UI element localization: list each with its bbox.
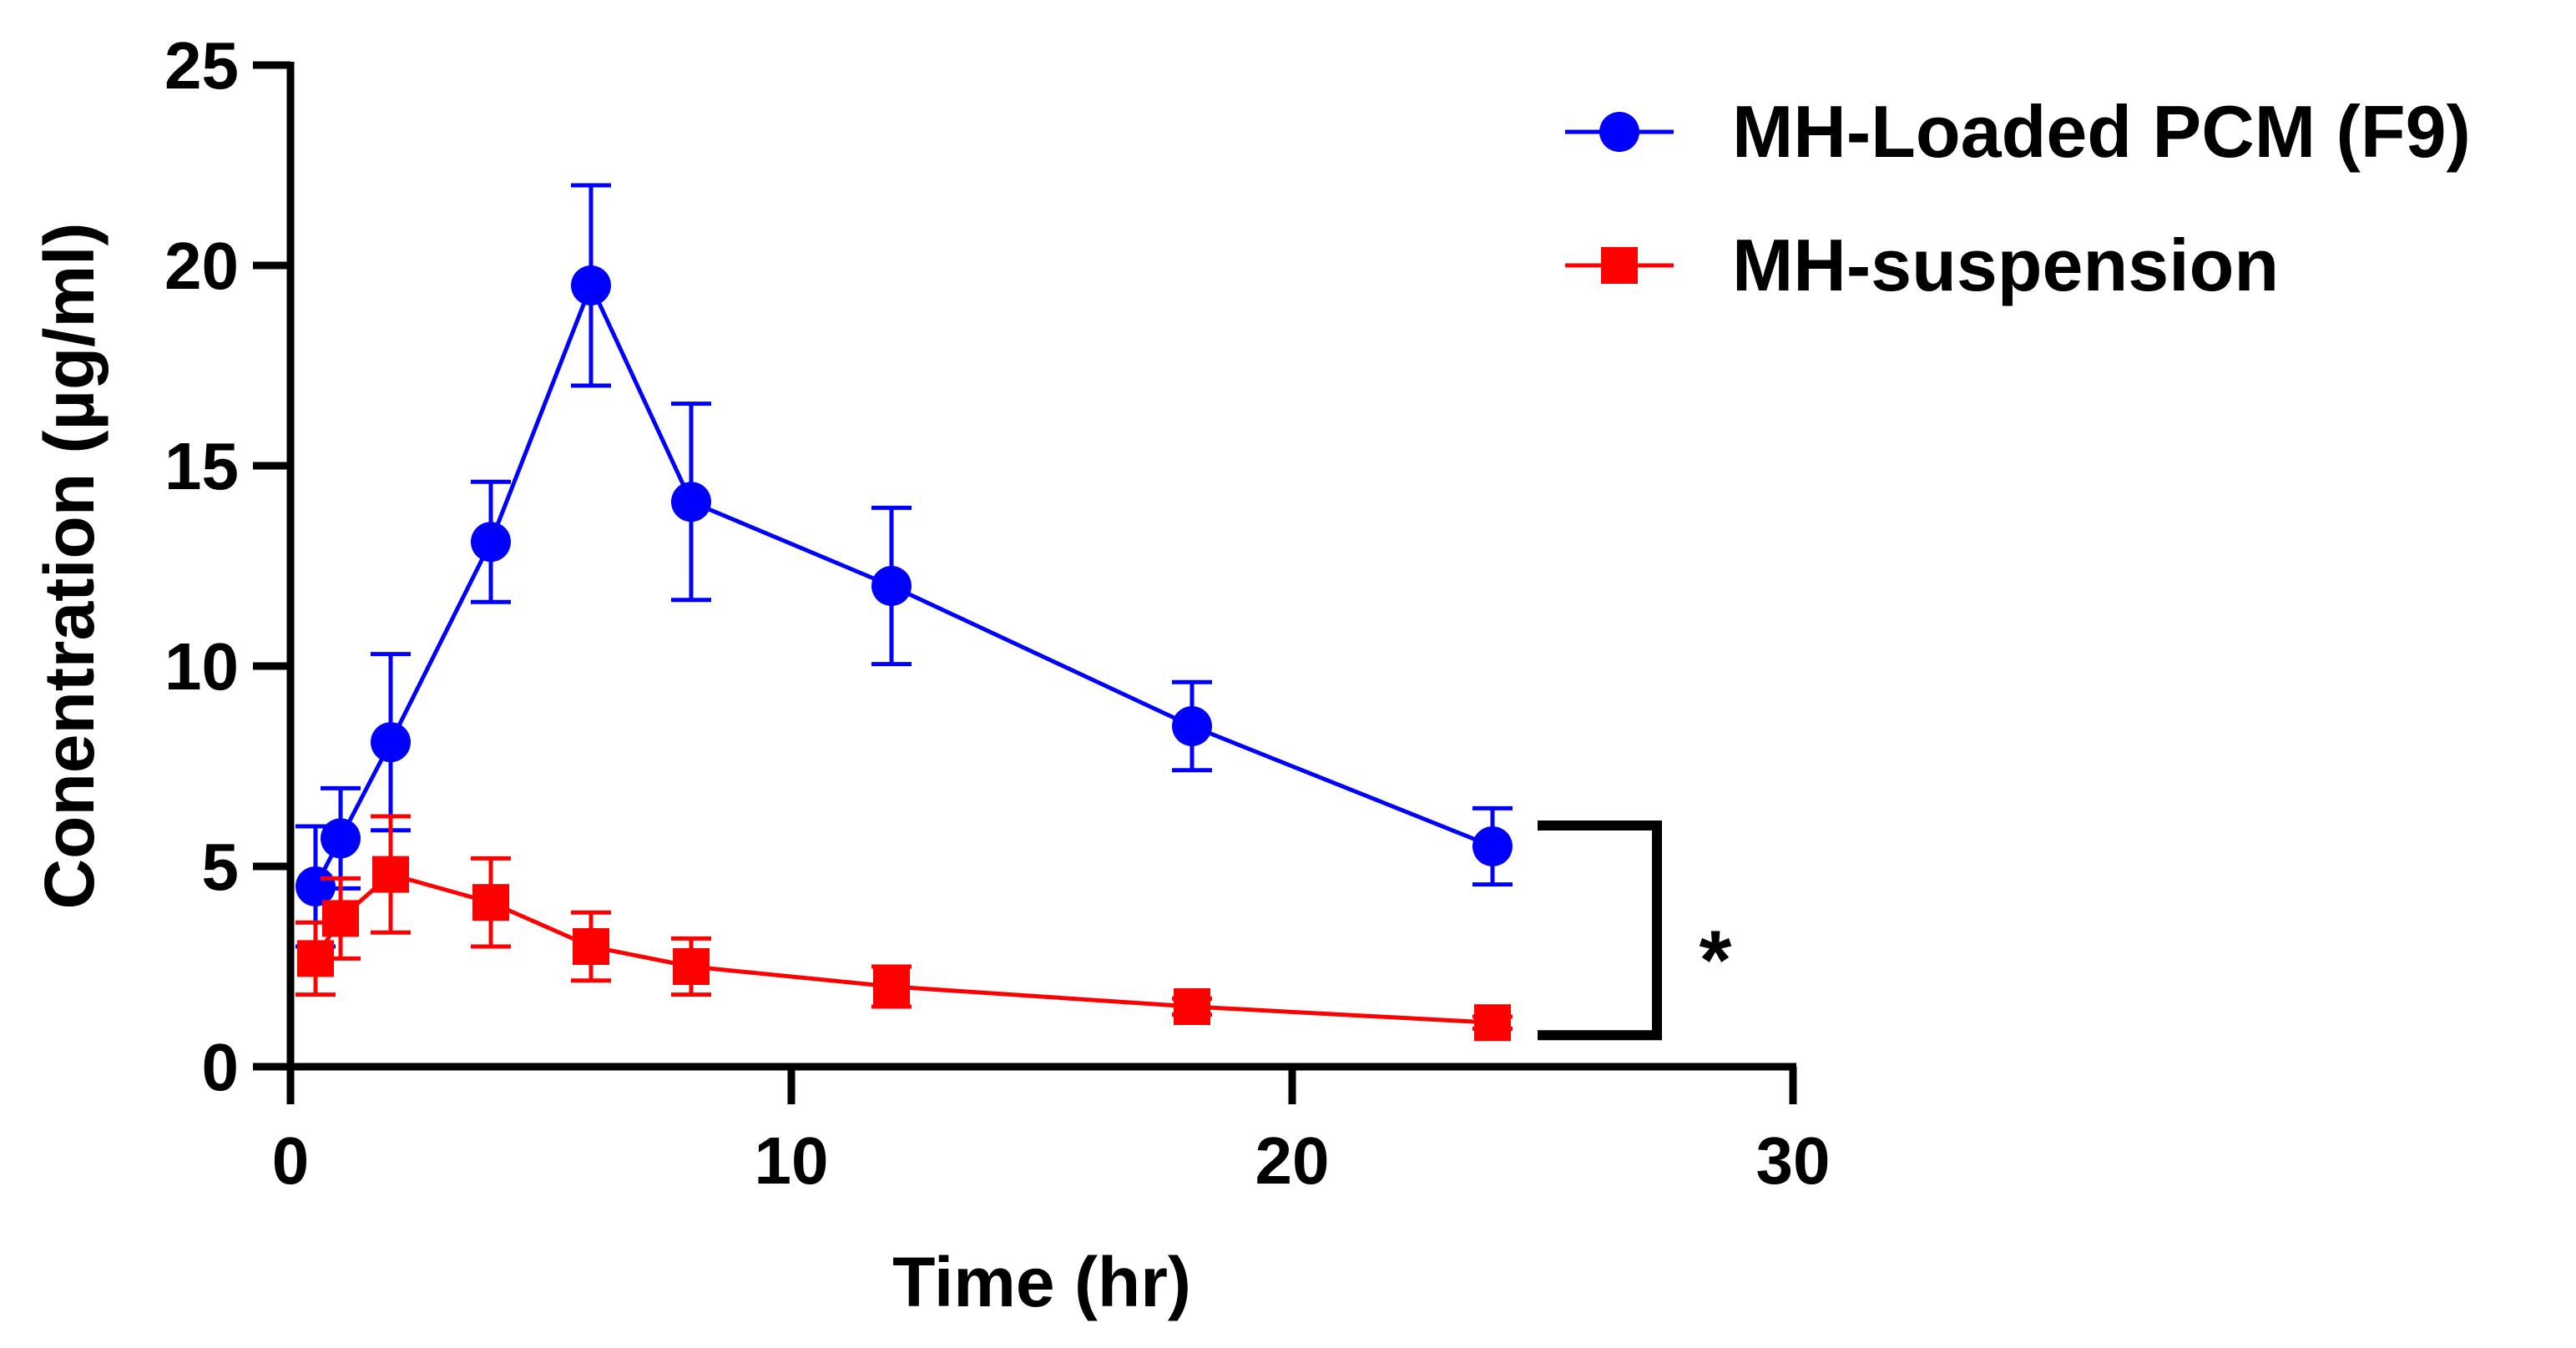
data-point <box>671 482 711 523</box>
significance-bracket: * <box>1538 820 1732 1041</box>
x-ticks: 0 10 20 30 <box>272 1067 1831 1198</box>
series-mh-suspension <box>295 814 1513 1042</box>
series-mh-loaded-pcm <box>295 183 1513 949</box>
y-axis-label: Conentration (µg/ml) <box>30 223 109 910</box>
legend: MH-Loaded PCM (F9) MH-suspension <box>1565 90 2471 306</box>
significance-bracket-line <box>1538 820 1662 1041</box>
x-axis-label: Time (hr) <box>892 1243 1191 1321</box>
x-tick-label: 10 <box>755 1123 829 1198</box>
axes: 0 5 10 15 20 25 0 10 20 30 Time (hr) Conentratio… <box>30 28 1830 1321</box>
significance-asterisk: * <box>1700 914 1732 1007</box>
legend-label: MH-Loaded PCM (F9) <box>1732 90 2471 173</box>
data-point <box>571 265 611 305</box>
y-tick-label: 5 <box>202 830 240 904</box>
legend-marker <box>1601 247 1638 284</box>
x-tick-label: 20 <box>1255 1123 1330 1198</box>
x-tick-label: 30 <box>1756 1123 1831 1198</box>
y-tick-label: 25 <box>164 28 239 103</box>
y-tick-label: 0 <box>202 1030 240 1104</box>
data-point <box>322 900 359 937</box>
data-point <box>871 566 912 606</box>
x-tick-label: 0 <box>272 1123 310 1198</box>
data-point <box>1474 1004 1511 1042</box>
data-point <box>573 928 609 965</box>
data-point <box>321 818 361 859</box>
legend-marker <box>1599 112 1639 152</box>
data-point <box>471 522 511 563</box>
data-point <box>472 884 509 921</box>
data-point <box>372 856 409 893</box>
data-point <box>873 968 910 1005</box>
y-ticks: 0 5 10 15 20 25 <box>164 28 290 1104</box>
y-tick-label: 20 <box>164 229 239 303</box>
y-tick-label: 10 <box>164 629 239 704</box>
legend-label: MH-suspension <box>1732 224 2279 306</box>
data-point <box>1472 826 1513 866</box>
plot-series <box>295 183 1513 1042</box>
data-point <box>1174 988 1210 1025</box>
data-point <box>673 948 710 985</box>
data-point <box>371 722 411 763</box>
data-point <box>1172 706 1212 746</box>
legend-item: MH-Loaded PCM (F9) <box>1565 90 2471 173</box>
legend-item: MH-suspension <box>1565 224 2279 306</box>
y-tick-label: 15 <box>164 429 239 503</box>
